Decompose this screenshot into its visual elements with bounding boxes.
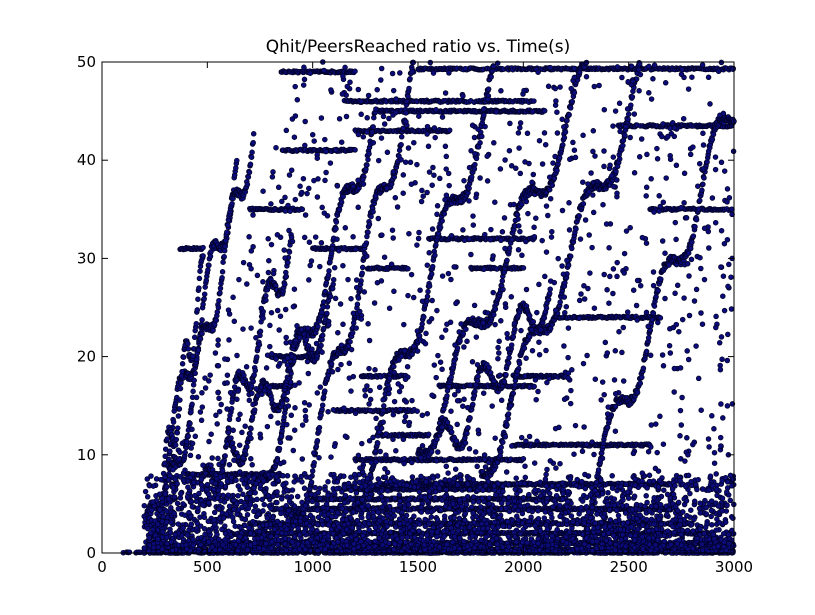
data-point [207,253,214,260]
data-point [531,383,537,390]
data-point [187,420,193,427]
data-point [192,370,198,377]
data-point [233,165,239,171]
data-point [179,361,186,367]
data-point [180,354,187,360]
data-point [657,315,664,321]
data-point [164,436,171,442]
data-point [520,456,527,462]
data-point [206,262,212,269]
data-point [161,460,168,467]
data-point [175,413,182,419]
data-points [120,59,737,556]
data-point [164,483,170,490]
data-point [196,285,202,291]
chart-title: Qhit/PeersReached ratio vs. Time(s) [266,37,570,57]
data-point [200,253,206,259]
data-point [194,307,201,313]
data-point [195,347,202,353]
data-point [299,206,306,213]
data-point [185,340,191,347]
data-point [176,406,183,412]
data-point [162,453,168,460]
data-point [199,330,205,337]
data-point [196,275,203,282]
data-point [178,380,184,386]
data-point [200,301,206,308]
data-point [531,98,537,104]
data-point [173,436,180,443]
data-point [177,397,183,403]
data-point [205,267,211,273]
data-point [199,317,205,323]
data-point [195,296,201,302]
data-point [190,388,196,395]
data-point [170,419,177,425]
data-point [425,431,432,438]
data-point [234,157,240,164]
data-point [352,147,358,153]
data-point [405,265,411,272]
data-point [352,68,358,74]
data-point [197,336,204,342]
data-point [201,291,208,297]
data-point [177,385,184,392]
data-point [197,268,203,274]
data-point [191,334,198,341]
data-point [182,449,188,456]
data-point [191,377,197,384]
data-point [175,425,181,431]
data-point [179,368,185,375]
data-point [162,446,169,452]
data-point [185,346,192,352]
data-point [194,356,200,363]
data-point [201,296,207,302]
data-point [193,320,200,327]
data-point [200,244,206,251]
data-point [541,108,548,114]
data-point [189,401,195,408]
data-point [126,549,133,555]
data-point [520,265,527,271]
data-point [172,442,179,448]
data-point [174,430,181,436]
data-point [190,382,197,388]
data-point [446,127,453,133]
